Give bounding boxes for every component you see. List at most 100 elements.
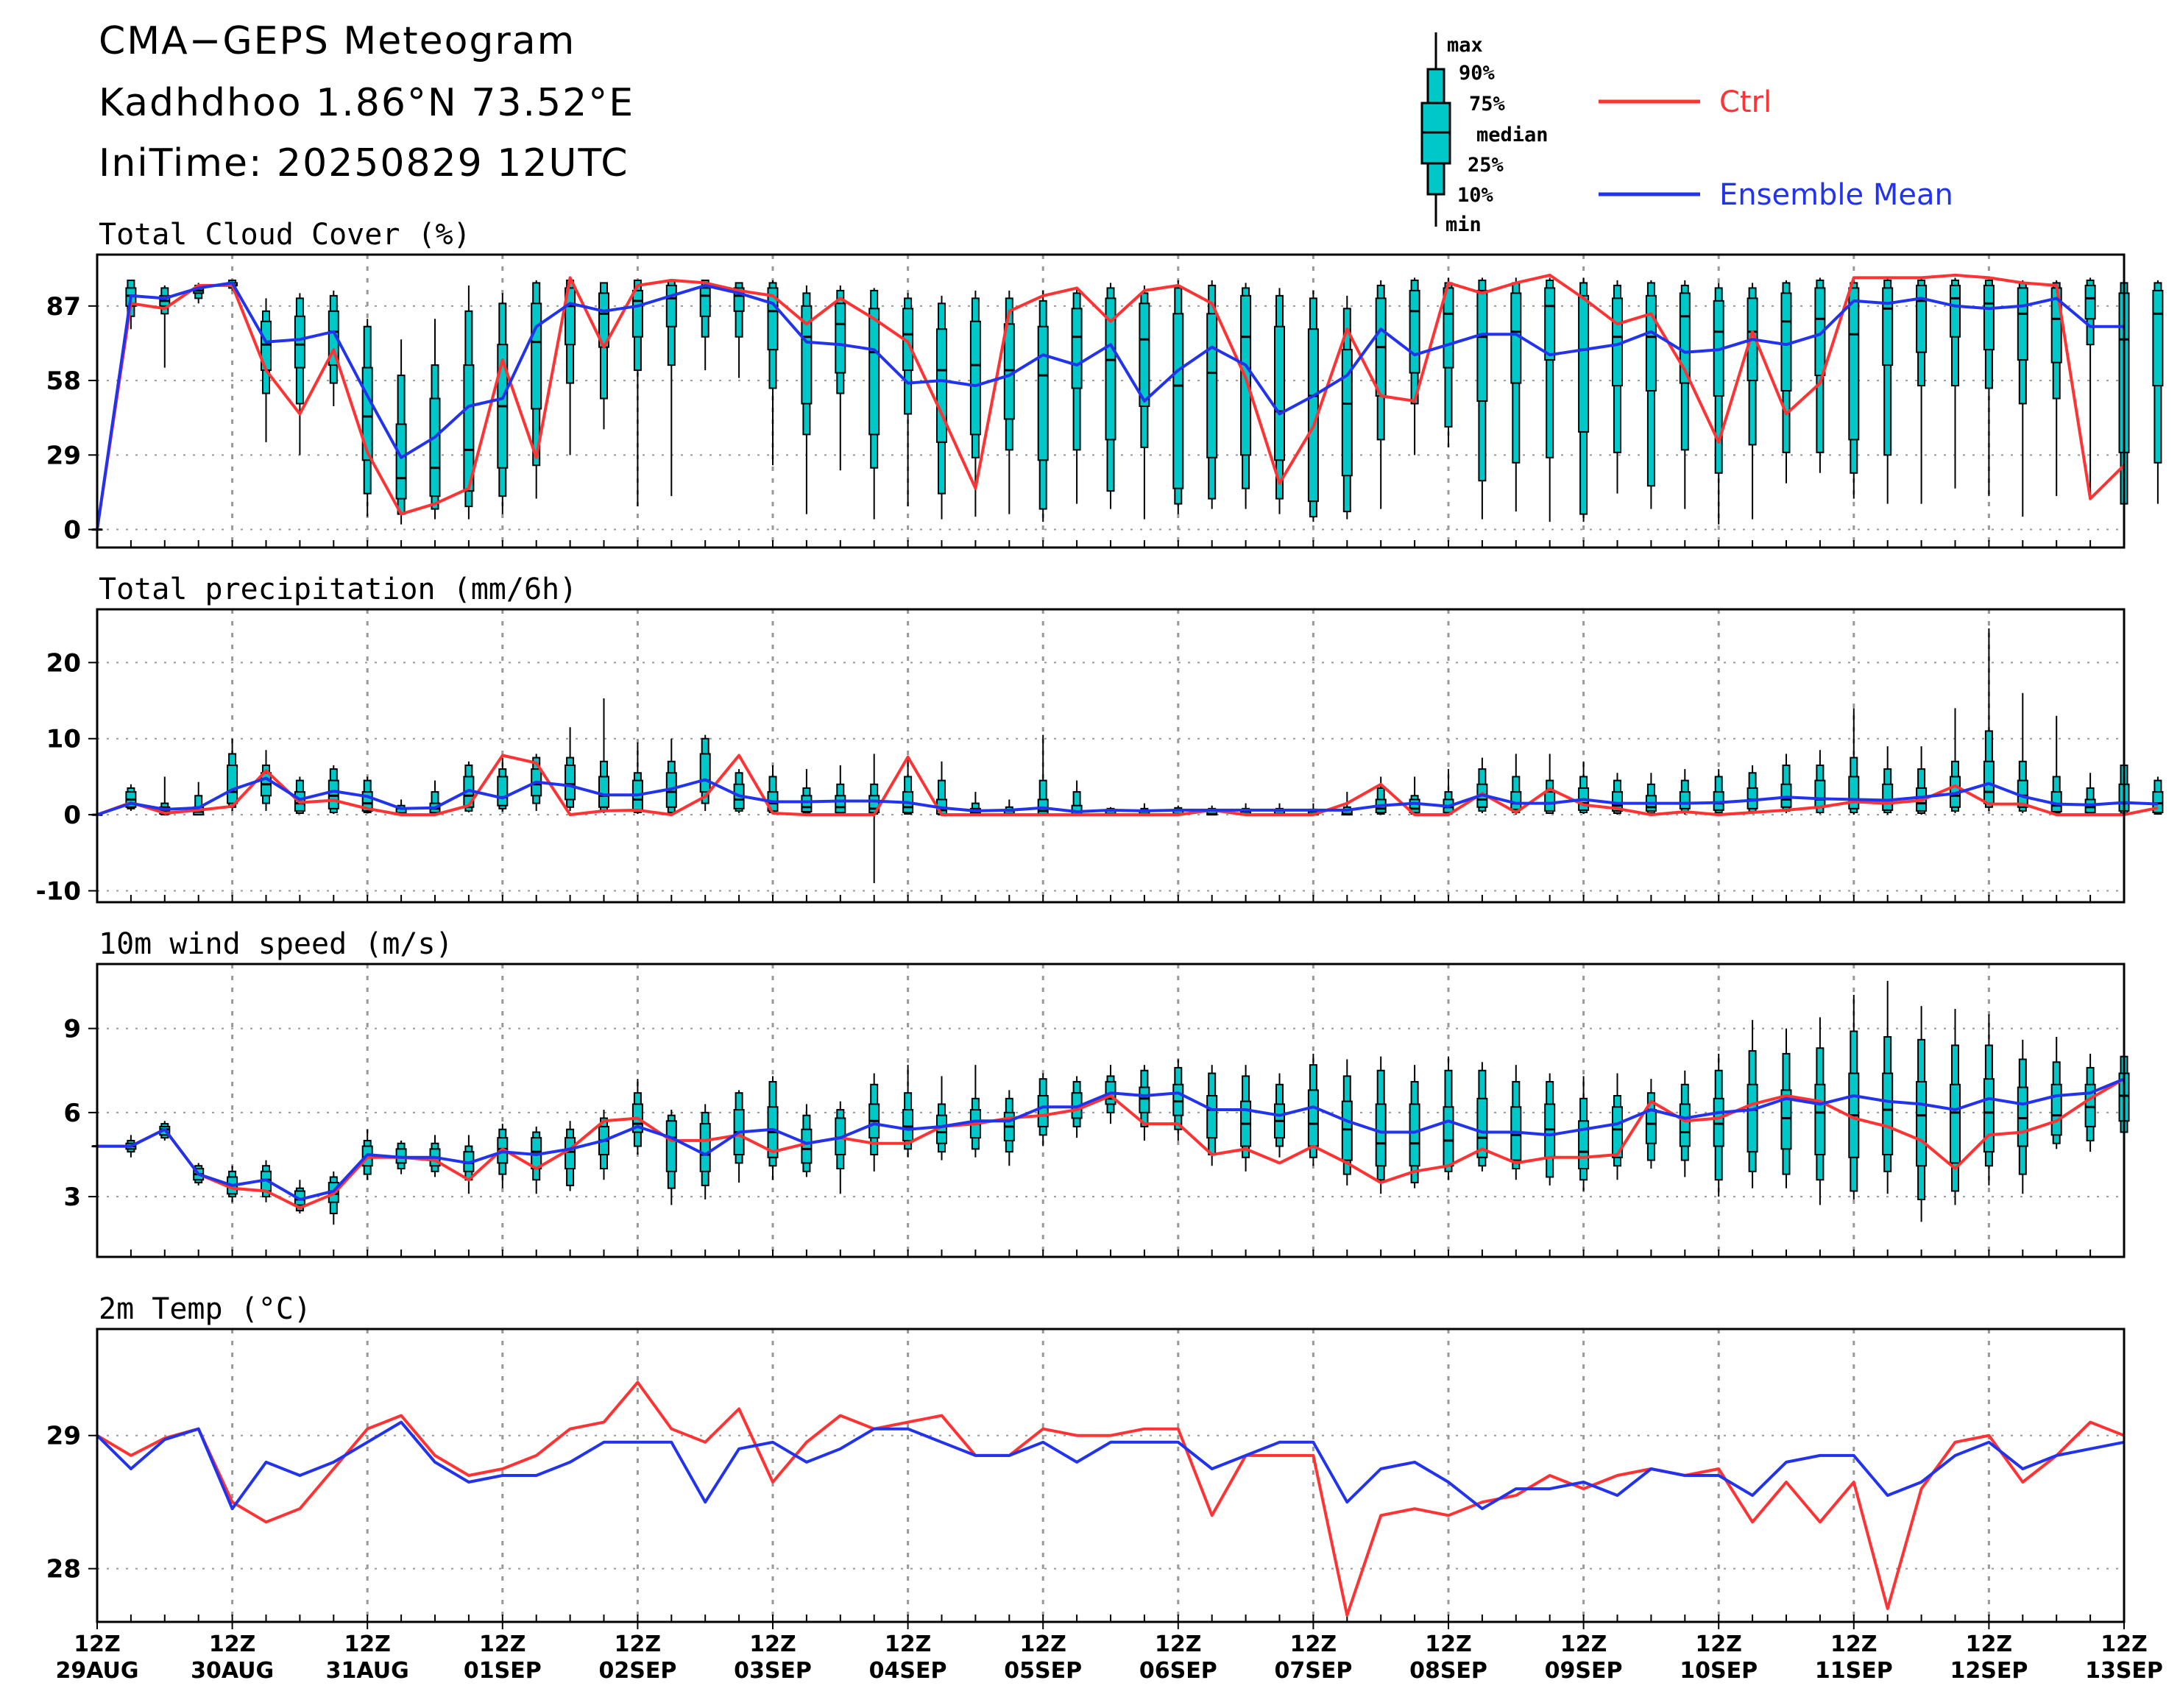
box-whisker xyxy=(1578,1076,1590,1191)
box-whisker xyxy=(1679,280,1691,509)
box-whisker xyxy=(1341,295,1353,520)
box-whisker xyxy=(1747,765,1758,815)
box-whisker xyxy=(1510,277,1522,512)
box-25-75 xyxy=(902,1109,914,1141)
panel-frame xyxy=(96,608,2126,904)
box-25-75 xyxy=(1882,287,1894,366)
box-whisker xyxy=(497,1124,509,1188)
box-25-75 xyxy=(1544,287,1556,361)
box-25-75 xyxy=(1071,308,1083,389)
chart-title: CMA−GEPS Meteogram xyxy=(99,19,576,63)
box-whisker xyxy=(835,285,846,471)
box-25-75 xyxy=(395,423,407,500)
box-whisker xyxy=(1139,285,1150,520)
box-whisker xyxy=(969,290,981,517)
panel-4: 2m Temp (°C) 28 29 xyxy=(46,1292,2126,1623)
box-25-75 xyxy=(1037,325,1049,461)
box-25-75 xyxy=(531,302,542,410)
legend-ctrl-label: Ctrl xyxy=(1719,85,1772,119)
x-tick-hour: 12Z xyxy=(2101,1631,2148,1657)
y-tick-label: 0 xyxy=(63,801,81,830)
x-tick-hour: 12Z xyxy=(1560,1631,1607,1657)
box-25-75 xyxy=(1950,1083,1961,1164)
box-25-75 xyxy=(2050,1083,2062,1136)
box-25-75 xyxy=(1950,284,1961,338)
box-25-75 xyxy=(699,287,711,317)
box-whisker xyxy=(1037,734,1049,816)
panel-title: Total precipitation (mm/6h) xyxy=(99,573,577,606)
legend-box-label: min xyxy=(1445,213,1482,236)
box-whisker xyxy=(1003,1090,1015,1166)
y-tick-label: 20 xyxy=(46,648,81,678)
x-tick-hour: 12Z xyxy=(1425,1631,1472,1657)
box-whisker xyxy=(1274,288,1285,514)
box-25-75 xyxy=(565,287,576,346)
box-25-75 xyxy=(1814,779,1826,808)
box-whisker xyxy=(1071,780,1083,816)
box-25-75 xyxy=(1848,776,1860,809)
box-25-75 xyxy=(1780,292,1792,392)
box-25-75 xyxy=(1139,302,1150,407)
box-10-90 xyxy=(1883,279,1892,456)
box-25-75 xyxy=(665,1120,677,1172)
box-whisker xyxy=(902,757,914,815)
panel-title: 10m wind speed (m/s) xyxy=(99,927,453,961)
box-whisker xyxy=(1814,750,1826,815)
x-tick-hour: 12Z xyxy=(479,1631,526,1657)
box-whisker xyxy=(1780,754,1792,814)
x-tick-hour: 12Z xyxy=(344,1631,391,1657)
box-25-75 xyxy=(1510,791,1522,810)
box-whisker xyxy=(868,754,880,884)
legend-box-label: 75% xyxy=(1469,93,1506,116)
box-whisker xyxy=(1375,776,1387,815)
box-25-75 xyxy=(801,795,813,812)
box-whisker xyxy=(2017,280,2028,517)
box-whisker xyxy=(531,1126,542,1194)
box-whisker xyxy=(936,1076,947,1160)
box-whisker xyxy=(565,1121,576,1191)
box-25-75 xyxy=(328,779,339,809)
box-whisker xyxy=(1544,277,1556,522)
box-whisker xyxy=(227,738,238,811)
box-25-75 xyxy=(1544,1103,1556,1158)
box-whisker xyxy=(1172,280,1184,514)
box-25-75 xyxy=(1307,1089,1319,1147)
box-whisker xyxy=(361,319,373,517)
box-whisker xyxy=(1510,754,1522,815)
box-whisker xyxy=(1645,1079,1657,1169)
ctrl-line xyxy=(96,273,2126,530)
box-25-75 xyxy=(1476,1097,1488,1158)
box-whisker xyxy=(1780,280,1792,483)
x-tick-date: 08SEP xyxy=(1409,1658,1487,1684)
box-whisker xyxy=(1071,288,1083,504)
box-25-75 xyxy=(598,776,609,808)
ensemble-mean-line xyxy=(96,1420,2125,1511)
box-whisker xyxy=(868,288,880,520)
legend-box-label: 25% xyxy=(1468,154,1504,177)
x-tick-hour: 12Z xyxy=(749,1631,796,1657)
box-25-75 xyxy=(565,764,576,801)
x-tick-date: 29AUG xyxy=(55,1658,138,1684)
box-25-75 xyxy=(631,289,643,338)
x-tick-hour: 12Z xyxy=(1966,1631,2013,1657)
box-whisker xyxy=(328,1171,339,1225)
box-25-75 xyxy=(801,305,813,405)
box-whisker xyxy=(1747,283,1758,520)
box-whisker xyxy=(902,1065,914,1158)
box-whisker xyxy=(2084,773,2096,815)
box-25-75 xyxy=(801,1128,813,1164)
x-tick-hour: 12Z xyxy=(1155,1631,1202,1657)
box-whisker xyxy=(1916,1006,1928,1222)
y-tick-label: 87 xyxy=(46,292,81,322)
box-whisker xyxy=(565,727,576,811)
box-25-75 xyxy=(1882,1072,1894,1155)
panel-frame xyxy=(96,1328,2126,1623)
y-tick-label: -10 xyxy=(36,876,81,906)
box-whisker xyxy=(531,280,542,499)
x-tick-hour: 12Z xyxy=(1290,1631,1337,1657)
box-whisker xyxy=(294,293,305,456)
box-whisker xyxy=(1645,773,1657,815)
box-25-75 xyxy=(1139,1086,1150,1113)
x-tick-date: 01SEP xyxy=(464,1658,542,1684)
